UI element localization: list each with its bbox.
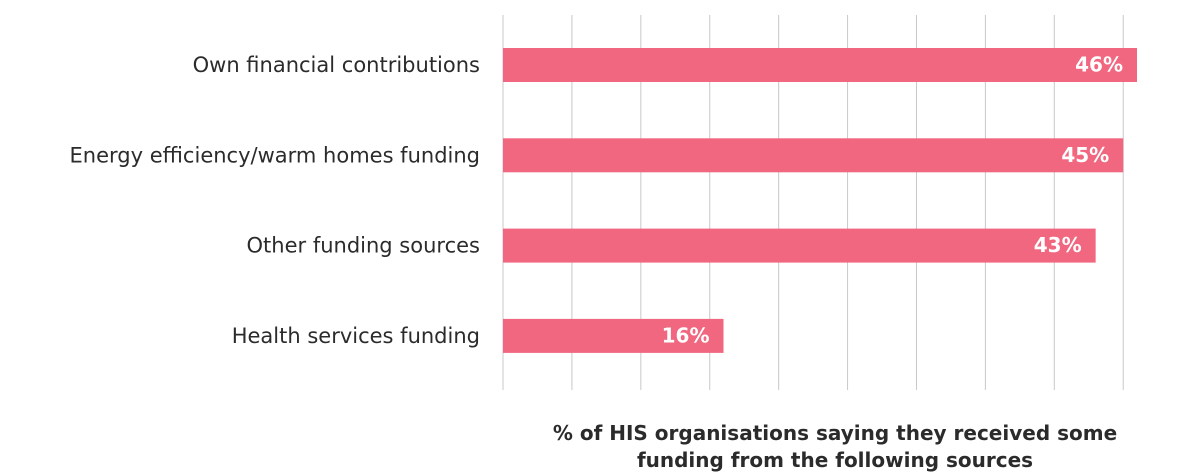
bar [503, 228, 1096, 263]
bar [503, 138, 1124, 173]
bar [503, 48, 1137, 82]
data-label: 16% [662, 323, 710, 347]
data-label: 46% [1075, 53, 1123, 77]
data-label: 45% [1061, 143, 1109, 167]
y-tick-label: Health services funding [232, 324, 480, 348]
data-label: 43% [1034, 233, 1082, 257]
y-tick-label: Own financial contributions [193, 53, 480, 77]
bar [503, 318, 724, 353]
x-axis-label: % of HIS organisations saying they recei… [552, 421, 1118, 472]
y-tick-label: Energy efficiency/warm homes funding [70, 143, 480, 167]
y-tick-label: Other funding sources [247, 234, 480, 258]
